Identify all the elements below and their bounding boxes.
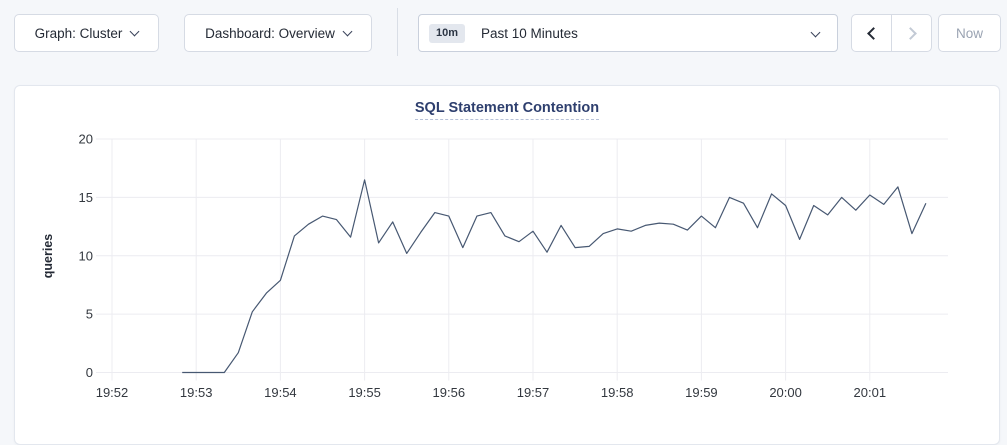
x-tick-label: 19:59 bbox=[685, 385, 718, 400]
x-tick-label: 19:57 bbox=[517, 385, 550, 400]
x-tick-label: 19:53 bbox=[180, 385, 213, 400]
y-tick-label: 20 bbox=[79, 132, 93, 147]
chevron-down-icon bbox=[810, 27, 821, 37]
time-range-badge: 10m bbox=[429, 23, 466, 43]
time-range-picker[interactable]: 10m Past 10 Minutes bbox=[418, 14, 838, 52]
next-range-button[interactable] bbox=[891, 15, 931, 51]
x-tick-label: 19:55 bbox=[348, 385, 381, 400]
chevron-down-icon bbox=[129, 26, 140, 36]
dashboard-dropdown[interactable]: Dashboard: Overview bbox=[184, 14, 372, 52]
x-tick-label: 19:52 bbox=[96, 385, 129, 400]
now-button[interactable]: Now bbox=[938, 14, 1001, 52]
now-button-label: Now bbox=[955, 25, 983, 41]
x-tick-label: 19:56 bbox=[433, 385, 466, 400]
graph-dropdown[interactable]: Graph: Cluster bbox=[14, 14, 159, 52]
y-tick-label: 15 bbox=[79, 190, 93, 205]
x-tick-label: 19:54 bbox=[264, 385, 297, 400]
chart-title[interactable]: SQL Statement Contention bbox=[414, 100, 600, 120]
graph-dropdown-label: Graph: Cluster bbox=[34, 25, 123, 41]
y-tick-label: 0 bbox=[86, 365, 93, 380]
time-range-label: Past 10 Minutes bbox=[481, 25, 578, 41]
prev-range-button[interactable] bbox=[852, 15, 891, 51]
chart-title-row: SQL Statement Contention bbox=[15, 99, 999, 120]
x-tick-label: 20:01 bbox=[854, 385, 887, 400]
x-tick-label: 20:00 bbox=[769, 385, 802, 400]
y-tick-label: 5 bbox=[86, 307, 93, 322]
dashboard-dropdown-label: Dashboard: Overview bbox=[205, 25, 335, 41]
time-range-arrows bbox=[851, 14, 932, 52]
chart-panel: SQL Statement Contention 0 5 10 15 20 19:52 19… bbox=[14, 85, 1000, 445]
y-tick-label: 10 bbox=[79, 248, 93, 263]
x-tick-label: 19:58 bbox=[601, 385, 634, 400]
chart-svg: 0 5 10 15 20 19:52 19:53 19:54 19:55 19:56 19:57 19… bbox=[41, 132, 948, 400]
y-axis-label: queries bbox=[41, 234, 55, 279]
chevron-right-icon bbox=[903, 26, 917, 40]
toolbar-divider bbox=[397, 8, 398, 56]
series-line-queries bbox=[182, 179, 927, 374]
chevron-left-icon bbox=[866, 26, 880, 40]
chevron-down-icon bbox=[342, 26, 353, 36]
